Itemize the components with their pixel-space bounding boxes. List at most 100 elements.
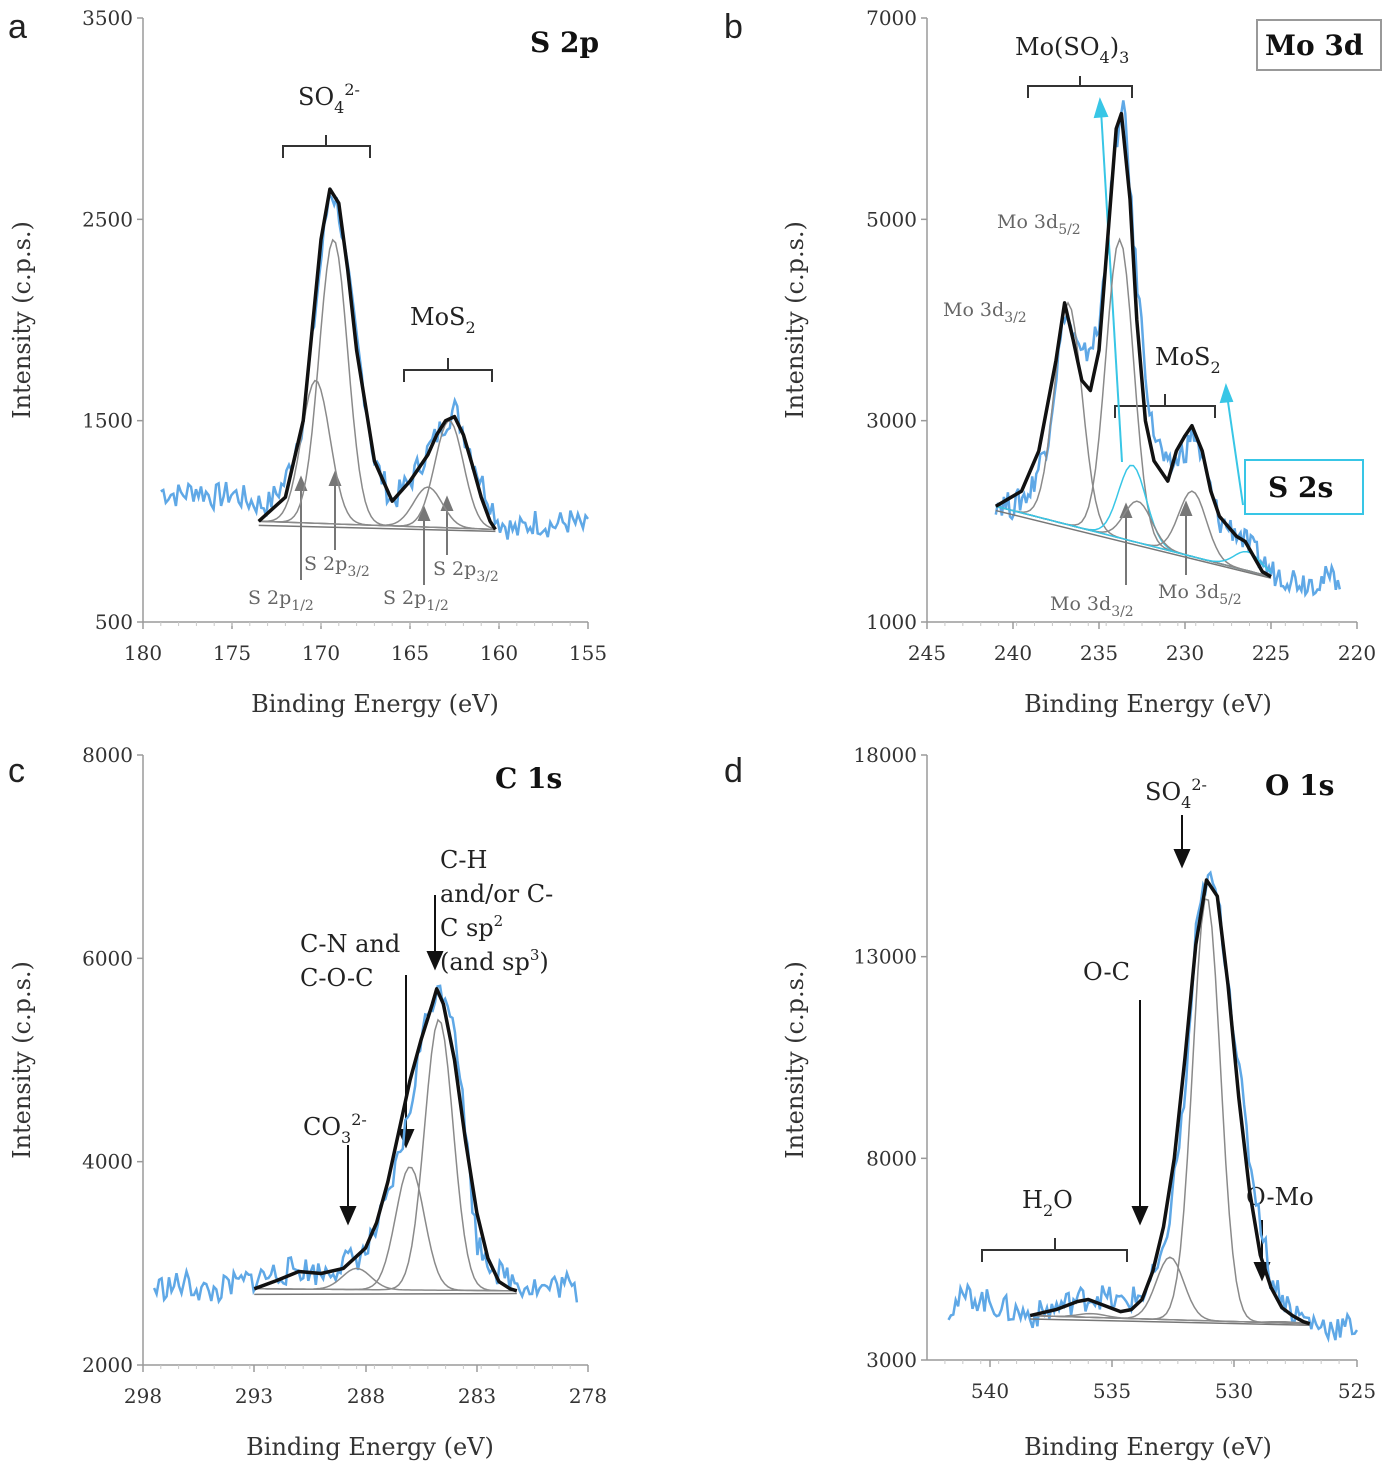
panel-d-x-tick-label: 530 <box>1215 1379 1253 1403</box>
ann-b-mo3d32-top: Mo 3d3/2 <box>943 299 1027 326</box>
panel-d-x-tick-label: 540 <box>971 1379 1009 1403</box>
ann-d-h2o: H2O <box>1022 1186 1073 1220</box>
ann-b-moso4: Mo(SO4)3 <box>1015 33 1129 67</box>
ann-c-cn1: C-N and <box>300 930 400 958</box>
ylabel-c: Intensity (c.p.s.) <box>8 961 36 1159</box>
panel-b-y-tick-label: 3000 <box>866 409 917 433</box>
panel-a-x-tick-label: 180 <box>124 641 162 665</box>
panel-a-y-tick-label: 3500 <box>82 6 133 30</box>
xlabel-a: Binding Energy (eV) <box>251 690 499 718</box>
annotations-d: SO42- O-C H2O O-Mo <box>981 775 1314 1282</box>
ann-b-mos2: MoS2 <box>1155 343 1221 377</box>
panel-d-envelope-fit <box>1029 878 1311 1326</box>
panel-b-x-tick-label: 245 <box>908 641 946 665</box>
panel-c-y-tick-label: 4000 <box>82 1150 133 1174</box>
panel-a-x-tick-label: 175 <box>213 641 251 665</box>
ann-b-s2s: S 2s <box>1268 471 1333 504</box>
panel-a-y-tick-label: 1500 <box>82 409 133 433</box>
panel-letter-b: b <box>724 8 743 46</box>
s2s-arrows <box>1093 97 1244 506</box>
ann-c-ch2: and/or C- <box>440 880 553 908</box>
panel-b-x-tick-label: 235 <box>1080 641 1118 665</box>
panel-a-x-tick-label: 170 <box>302 641 340 665</box>
panel-d-x-tick-label: 525 <box>1338 1379 1376 1403</box>
panel-b-component-peak <box>995 490 1272 578</box>
panel-letter-a: a <box>8 8 27 46</box>
title-b: Mo 3d <box>1265 29 1363 62</box>
panel-b-x-tick-label: 225 <box>1252 641 1290 665</box>
panel-c-y-tick-label: 8000 <box>82 743 133 767</box>
ylabel-d: Intensity (c.p.s.) <box>781 961 809 1159</box>
ann-a-s2p12-2: S 2p1/2 <box>383 587 449 614</box>
bracket-b-moso4 <box>1027 76 1133 98</box>
panel-b-x-tick-label: 230 <box>1166 641 1204 665</box>
panel-d-x-tick-label: 535 <box>1093 1379 1131 1403</box>
ann-a-so4: SO42- <box>298 80 360 117</box>
s2s-box <box>1244 459 1364 515</box>
ann-b-mo3d52-bot: Mo 3d5/2 <box>1158 581 1242 608</box>
panel-d-y-tick-label: 13000 <box>853 945 917 969</box>
ann-d-oc: O-C <box>1083 958 1130 986</box>
title-a: S 2p <box>530 26 599 59</box>
arrows-d <box>1131 815 1271 1282</box>
ann-c-co3: CO32- <box>303 1110 367 1147</box>
title-c: C 1s <box>495 762 562 795</box>
panel-c-x-tick-label: 288 <box>347 1384 385 1408</box>
arrows-c <box>339 895 444 1226</box>
panel-c-x-tick-label: 283 <box>458 1384 496 1408</box>
panel-letter-d: d <box>724 752 743 790</box>
panel-b-component-peak <box>995 301 1272 578</box>
ann-b-mo3d32-bot: Mo 3d3/2 <box>1050 593 1134 620</box>
panel-b-x-tick-label: 220 <box>1338 641 1376 665</box>
panel-b-y-tick-label: 7000 <box>866 6 917 30</box>
panel-a-x-tick-label: 160 <box>480 641 518 665</box>
ann-c-cn2: C-O-C <box>300 964 374 992</box>
ann-a-s2p12-1: S 2p1/2 <box>248 587 314 614</box>
title-b-box <box>1256 19 1382 71</box>
annotations-c: C-H and/or C- C sp2 (and sp3) C-N and C-… <box>300 846 553 1226</box>
bracket-b-mos2 <box>1114 394 1216 418</box>
plots-layer: 500 1500 2500 3500 180 175 170 165 160 155 1000 300… <box>82 6 1376 1408</box>
ann-a-s2p32-2: S 2p3/2 <box>433 558 499 585</box>
panel-d-y-tick-label: 3000 <box>866 1348 917 1372</box>
title-d: O 1s <box>1265 769 1334 802</box>
xlabel-d: Binding Energy (eV) <box>1024 1433 1272 1461</box>
panel-b-y-tick-label: 5000 <box>866 207 917 231</box>
panel-d-y-tick-label: 18000 <box>853 743 917 767</box>
panel-c-y-tick-label: 6000 <box>82 946 133 970</box>
panel-b-component-peak <box>995 500 1272 578</box>
panel-a-component-peak <box>258 238 496 531</box>
panel-c-x-tick-label: 278 <box>569 1384 607 1408</box>
xlabel-c: Binding Energy (eV) <box>246 1433 494 1461</box>
panel-letter-c: c <box>8 752 25 790</box>
panel-c-component-peak <box>254 1018 517 1292</box>
panel-a-envelope-fit <box>257 187 497 531</box>
panel-a-component-peak <box>258 420 496 530</box>
panel-a-x-tick-label: 155 <box>569 641 607 665</box>
panel-c-x-tick-label: 293 <box>235 1384 273 1408</box>
ann-c-ch4: (and sp3) <box>440 946 549 976</box>
panel-a-baseline <box>258 524 496 533</box>
ann-a-s2p32-1: S 2p3/2 <box>304 553 370 580</box>
panel-a-x-tick-label: 165 <box>391 641 429 665</box>
panel-a-y-tick-label: 2500 <box>82 207 133 231</box>
arrows-b <box>1119 500 1193 585</box>
ann-b-mo3d52-top: Mo 3d5/2 <box>997 211 1081 238</box>
panel-c-y-tick-label: 2000 <box>82 1353 133 1377</box>
ann-c-ch1: C-H <box>440 846 487 874</box>
panel-d-baseline <box>1030 1318 1310 1327</box>
panel-b-component-peak <box>995 505 1272 573</box>
bracket-d-h2o <box>981 1238 1128 1262</box>
panel-c-envelope-fit <box>253 987 518 1293</box>
ylabel-b: Intensity (c.p.s.) <box>781 221 809 419</box>
panel-b-envelope-fit <box>994 111 1272 579</box>
ylabel-a: Intensity (c.p.s.) <box>8 221 36 419</box>
panel-a-y-tick-label: 500 <box>95 610 133 634</box>
bracket-a-so4 <box>282 135 371 158</box>
xlabel-b: Binding Energy (eV) <box>1024 690 1272 718</box>
ann-d-so4: SO42- <box>1145 775 1207 812</box>
panel-c-x-tick-label: 298 <box>124 1384 162 1408</box>
bracket-a-mos2 <box>403 358 493 382</box>
